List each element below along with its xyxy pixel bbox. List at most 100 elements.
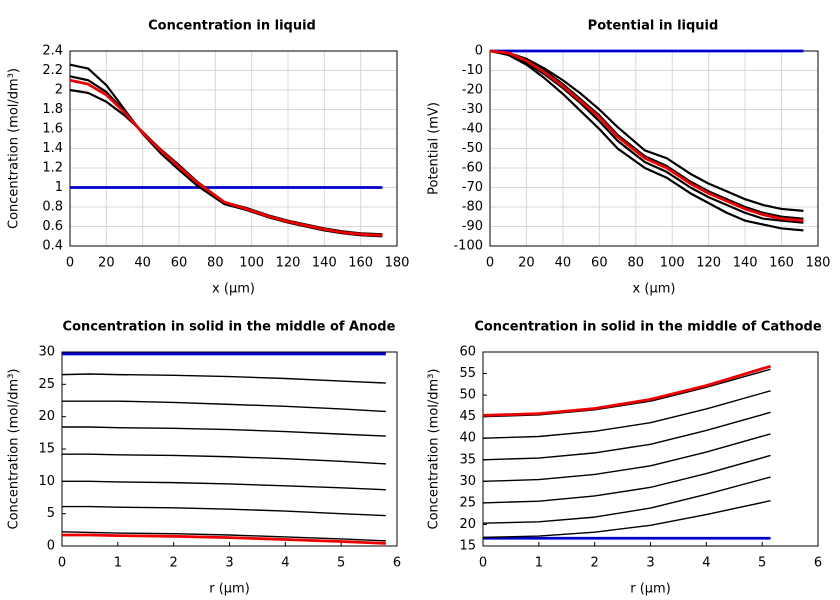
y-tick-label: 30 <box>459 474 476 489</box>
data-line <box>489 49 804 223</box>
x-tick-label: 0 <box>66 256 74 271</box>
x-tick-label: 100 <box>660 256 685 271</box>
x-tick-label: 120 <box>696 256 721 271</box>
y-axis-label: Potential (mV) <box>427 102 442 195</box>
y-tick-label: 1.4 <box>42 141 63 156</box>
y-tick-label: 0.8 <box>42 200 63 215</box>
y-tick-label: 55 <box>459 366 476 381</box>
x-axis-label: r (µm) <box>630 582 671 597</box>
y-tick-label: 25 <box>459 495 476 510</box>
x-tick-label: 1 <box>114 556 122 571</box>
y-axis-label: Concentration (mol/dm³) <box>7 369 22 530</box>
y-tick-label: -10 <box>462 63 483 78</box>
x-tick-label: 160 <box>769 256 794 271</box>
data-line <box>62 505 386 517</box>
y-tick-label: 10 <box>38 474 55 489</box>
y-tick-label: -100 <box>453 239 483 254</box>
x-tick-label: 20 <box>98 256 115 271</box>
y-tick-label: 45 <box>459 409 476 424</box>
x-tick-label: 60 <box>591 256 608 271</box>
y-axis-label: Concentration (mol/dm³) <box>7 68 22 229</box>
x-tick-label: 0 <box>479 556 487 571</box>
y-tick-label: -50 <box>462 141 483 156</box>
chart-title: Potential in liquid <box>588 19 719 34</box>
x-tick-label: 1 <box>535 556 543 571</box>
y-tick-label: -80 <box>462 200 483 215</box>
x-tick-label: 120 <box>276 256 301 271</box>
y-tick-label: 30 <box>38 345 55 360</box>
y-tick-label: 25 <box>38 377 55 392</box>
plot-frame <box>482 351 819 547</box>
x-tick-label: 0 <box>58 556 66 571</box>
plot-frame <box>69 50 398 247</box>
data-line <box>489 49 804 232</box>
y-axis-label: Concentration (mol/dm³) <box>427 369 442 530</box>
y-tick-label: 0.6 <box>42 219 63 234</box>
data-line <box>482 390 771 439</box>
data-line <box>62 480 386 491</box>
x-tick-label: 20 <box>518 256 535 271</box>
y-tick-label: -60 <box>462 161 483 176</box>
y-tick-label: 0 <box>475 44 483 59</box>
y-tick-label: 1.6 <box>42 122 63 137</box>
data-line <box>61 373 386 384</box>
chart-title: Concentration in liquid <box>148 19 316 34</box>
x-tick-label: 5 <box>758 556 766 571</box>
y-tick-label: 0 <box>47 539 55 554</box>
data-line <box>62 453 386 465</box>
x-tick-label: 180 <box>806 256 831 271</box>
x-tick-label: 4 <box>702 556 710 571</box>
x-tick-label: 5 <box>337 556 345 571</box>
x-tick-label: 160 <box>348 256 373 271</box>
y-tick-label: 2 <box>55 83 63 98</box>
y-tick-label: 20 <box>38 409 55 424</box>
y-tick-label: 1.8 <box>42 102 63 117</box>
data-line <box>482 454 771 504</box>
data-line <box>62 400 386 413</box>
y-tick-label: 60 <box>459 345 476 360</box>
y-tick-label: -30 <box>462 102 483 117</box>
y-tick-label: 1 <box>55 180 63 195</box>
y-tick-label: 50 <box>459 388 476 403</box>
data-line <box>62 533 386 545</box>
x-tick-label: 180 <box>385 256 410 271</box>
x-tick-label: 40 <box>555 256 572 271</box>
y-tick-label: 2.2 <box>42 63 63 78</box>
x-tick-label: 100 <box>239 256 264 271</box>
x-tick-label: 6 <box>393 556 401 571</box>
data-line <box>61 531 386 542</box>
y-tick-label: 15 <box>459 539 476 554</box>
data-line <box>482 433 771 483</box>
x-axis-label: x (µm) <box>212 282 255 297</box>
x-tick-label: 140 <box>733 256 758 271</box>
y-tick-label: -90 <box>462 219 483 234</box>
x-tick-label: 2 <box>170 556 178 571</box>
x-tick-label: 80 <box>628 256 645 271</box>
data-line <box>482 500 771 539</box>
x-tick-label: 3 <box>646 556 654 571</box>
data-line <box>489 49 804 224</box>
x-axis-label: x (µm) <box>633 282 676 297</box>
y-tick-label: -40 <box>462 122 483 137</box>
x-tick-label: 3 <box>225 556 233 571</box>
x-tick-label: 4 <box>281 556 289 571</box>
data-line <box>62 426 386 437</box>
data-line <box>482 364 771 417</box>
y-tick-label: 40 <box>459 431 476 446</box>
x-tick-label: 140 <box>312 256 337 271</box>
data-line <box>69 88 383 236</box>
data-line <box>69 78 383 237</box>
data-line <box>489 49 804 212</box>
y-tick-label: 2.4 <box>42 44 63 59</box>
x-tick-label: 2 <box>591 556 599 571</box>
plot-frame <box>61 351 398 547</box>
chart-title: Concentration in solid in the middle of … <box>63 320 396 335</box>
x-tick-label: 6 <box>814 556 822 571</box>
y-tick-label: 5 <box>47 506 55 521</box>
y-tick-label: -70 <box>462 180 483 195</box>
x-axis-label: r (µm) <box>209 582 250 597</box>
y-tick-label: 35 <box>459 452 476 467</box>
chart-title: Concentration in solid in the middle of … <box>474 320 822 335</box>
data-line <box>482 411 771 461</box>
x-tick-label: 40 <box>134 256 151 271</box>
